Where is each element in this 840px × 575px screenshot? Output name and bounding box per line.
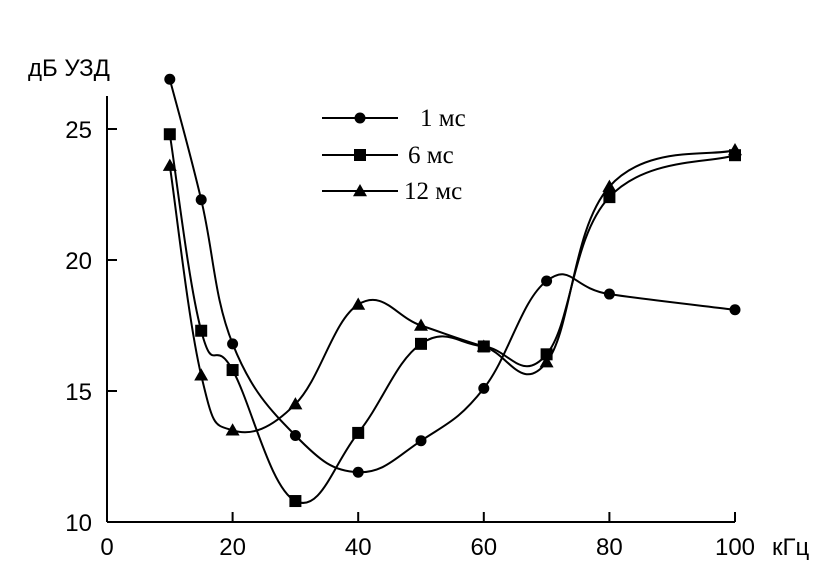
- data-point-circle: [195, 194, 207, 206]
- series-markers: [162, 73, 742, 508]
- x-tick-label: 80: [596, 534, 623, 561]
- data-point-square: [540, 348, 553, 361]
- legend-marker-square: [354, 149, 366, 161]
- data-point-circle: [729, 304, 741, 316]
- series-line-2: [168, 134, 736, 504]
- y-tick-label: 20: [65, 248, 92, 275]
- tick-group: 0 20 40 60 80 100 10 15 20 25: [65, 117, 755, 561]
- data-point-circle: [289, 430, 301, 442]
- data-point-triangle: [539, 355, 554, 368]
- legend: 1 мс 6 мс 12 мс: [322, 105, 466, 205]
- legend-marker-triangle: [353, 184, 367, 197]
- data-point-triangle: [288, 397, 303, 410]
- data-point-square: [415, 337, 427, 350]
- data-point-triangle: [476, 339, 491, 352]
- data-point-circle: [227, 338, 239, 350]
- series-line-3: [168, 149, 736, 434]
- data-point-circle: [478, 382, 490, 394]
- data-point-square: [352, 426, 365, 439]
- legend-label: 12 мс: [404, 178, 462, 205]
- data-point-triangle: [728, 142, 742, 156]
- x-tick-label: 60: [470, 534, 497, 561]
- y-tick-label: 10: [65, 510, 92, 537]
- x-tick-label: 20: [219, 534, 246, 561]
- x-tick-label: 40: [345, 534, 372, 561]
- data-point-circle: [415, 435, 427, 447]
- data-point-square: [195, 324, 208, 337]
- data-point-circle: [541, 275, 553, 287]
- data-point-triangle: [414, 318, 428, 331]
- data-point-square: [603, 191, 616, 204]
- y-tick-label: 15: [65, 379, 92, 406]
- legend-label: 1 мс: [420, 105, 466, 132]
- data-point-triangle: [602, 179, 617, 192]
- legend-label: 6 мс: [408, 142, 454, 169]
- data-point-triangle: [225, 423, 240, 436]
- y-tick-label: 25: [65, 117, 92, 144]
- legend-marker-circle: [354, 112, 366, 124]
- series-lines: [168, 78, 736, 504]
- data-point-square: [163, 128, 176, 141]
- data-point-square: [226, 364, 239, 377]
- x-tick-label: 100: [715, 534, 755, 561]
- y-axis-label: дБ УЗД: [28, 55, 110, 82]
- data-point-triangle: [194, 368, 209, 381]
- data-point-circle: [164, 73, 176, 85]
- data-point-square: [289, 495, 302, 508]
- data-point-circle: [603, 288, 615, 300]
- data-point-circle: [352, 466, 364, 478]
- data-point-triangle: [351, 297, 366, 310]
- x-tick-label: 0: [100, 534, 113, 561]
- series-line-1: [168, 78, 736, 474]
- data-point-triangle: [162, 158, 177, 171]
- x-axis-label: кГц: [772, 534, 809, 561]
